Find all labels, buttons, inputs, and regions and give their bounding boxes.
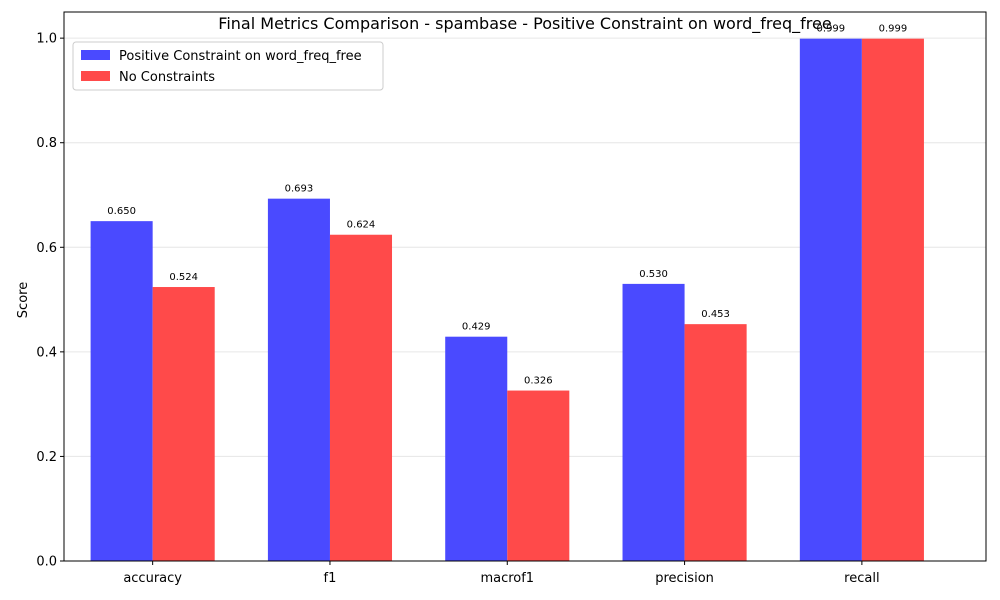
bar-value-label: 0.650 <box>107 206 136 217</box>
bar-value-label: 0.530 <box>639 269 668 280</box>
y-tick-label: 0.0 <box>36 555 57 570</box>
legend-box <box>72 41 384 91</box>
bar <box>507 390 570 561</box>
bar <box>861 38 924 562</box>
bar-labels: 0.650 0.693 0.429 0.530 0.999 0.524 0.624 0.326… <box>107 24 907 387</box>
bar-value-label: 0.999 <box>817 24 846 35</box>
y-tick-label: 0.4 <box>36 345 57 360</box>
bar <box>445 336 508 561</box>
x-tick-label: accuracy <box>123 571 182 586</box>
bar <box>152 287 215 561</box>
legend-swatch <box>81 71 110 81</box>
x-axis: accuracy f1 macrof1 precision recall <box>123 561 880 586</box>
bar <box>267 198 330 561</box>
x-tick-label: recall <box>844 571 879 586</box>
bars <box>90 38 924 562</box>
y-tick-label: 0.2 <box>36 450 57 465</box>
legend: Positive Constraint on word_freq_free No … <box>72 41 384 91</box>
bar-value-label: 0.524 <box>169 272 198 283</box>
bar-value-label: 0.453 <box>701 309 730 320</box>
y-axis: 0.0 0.2 0.4 0.6 0.8 1.0 <box>36 32 64 570</box>
y-tick-label: 0.6 <box>36 241 57 256</box>
x-tick-label: f1 <box>324 571 337 586</box>
bar <box>90 221 153 561</box>
y-tick-label: 1.0 <box>36 32 57 47</box>
plot-frame <box>63 11 987 562</box>
bar <box>329 234 393 562</box>
bar <box>684 324 747 561</box>
y-axis-label: Score <box>16 282 31 318</box>
x-tick-label: macrof1 <box>480 571 534 586</box>
bar-value-label: 0.999 <box>879 24 908 35</box>
bar-value-label: 0.624 <box>347 220 376 231</box>
bar <box>622 283 685 561</box>
bar-value-label: 0.326 <box>524 376 553 387</box>
bar <box>799 38 862 562</box>
y-tick-label: 0.8 <box>36 136 57 151</box>
legend-entry-label: No Constraints <box>119 70 215 85</box>
legend-entry-label: Positive Constraint on word_freq_free <box>119 49 362 64</box>
bar-value-label: 0.693 <box>285 184 314 195</box>
bar-value-label: 0.429 <box>462 322 491 333</box>
chart-title: Final Metrics Comparison - spambase - Po… <box>218 14 831 34</box>
legend-swatch <box>81 50 110 60</box>
x-tick-label: precision <box>655 571 714 586</box>
